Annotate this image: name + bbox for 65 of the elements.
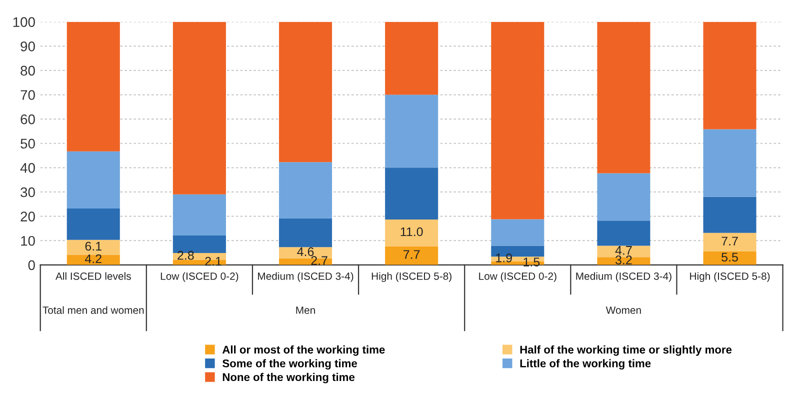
x-tick-label: High (ISCED 5-8) — [372, 272, 452, 282]
bar — [278, 218, 332, 248]
text: Total men and women — [42, 306, 144, 314]
y-tick-label: 60 — [20, 114, 35, 124]
bar — [385, 22, 438, 95]
bar — [66, 254, 120, 265]
data-label: 2.7 — [311, 256, 328, 265]
x-tick-label: High (ISCED 5-8) — [690, 272, 770, 282]
x-tick-label: Medium (ISCED 3-4) — [258, 272, 354, 282]
data-label: 5.5 — [722, 252, 738, 262]
bar — [66, 240, 120, 255]
data-label: 2.1 — [205, 256, 222, 266]
bar — [172, 22, 226, 194]
y-tick-label: 30 — [20, 187, 35, 198]
bar — [597, 22, 650, 174]
bar — [703, 22, 756, 130]
data-label: 7.7 — [404, 250, 420, 259]
data-label: 4.6 — [297, 247, 314, 256]
legend-label: None of the working time — [222, 372, 355, 384]
data-label: 4.2 — [84, 254, 102, 264]
y-tick-label: 0 — [28, 260, 35, 270]
bar — [703, 252, 756, 265]
bar — [385, 168, 438, 220]
bar — [597, 246, 650, 258]
bar — [491, 219, 544, 246]
bar — [66, 208, 120, 240]
bar — [385, 94, 438, 168]
data-label: 11.0 — [400, 227, 423, 236]
bar — [385, 246, 438, 265]
bar — [491, 22, 544, 220]
data-label: 6.1 — [85, 242, 102, 251]
bar — [597, 220, 650, 246]
bar — [385, 219, 438, 246]
y-tick-label: 70 — [20, 90, 35, 100]
x-tick-label: Low (ISCED 0-2) — [479, 272, 556, 282]
y-tick-label: 90 — [20, 41, 35, 52]
bar — [703, 196, 756, 233]
bar — [66, 151, 120, 209]
x-tick-label: Low (ISCED 0-2) — [160, 272, 238, 282]
bar — [66, 22, 120, 152]
data-label: 3.2 — [615, 256, 632, 264]
legend-label: Half of the working time or slightly more — [520, 345, 732, 356]
x-tick-label: Medium (ISCED 3-4) — [576, 272, 672, 282]
data-label: 2.8 — [178, 250, 194, 260]
x-tick-label: All ISCED levels — [55, 272, 131, 280]
text: Men — [296, 306, 315, 314]
y-tick-label: 20 — [20, 212, 35, 222]
y-tick-label: 10 — [21, 236, 35, 246]
legend-label: Some of the working time — [222, 359, 357, 370]
data-label: 1.5 — [524, 258, 540, 266]
bar — [703, 232, 756, 252]
bar — [278, 22, 332, 162]
y-tick-label: 80 — [20, 66, 35, 76]
bar — [597, 173, 650, 221]
legend-label: Little of the working time — [520, 359, 651, 370]
bar — [703, 129, 756, 197]
data-label: 4.7 — [615, 246, 632, 255]
bar — [278, 162, 332, 218]
y-tick-label: 100 — [13, 17, 35, 28]
bar — [172, 194, 226, 236]
text: Women — [606, 306, 641, 314]
data-label: 7.7 — [722, 236, 738, 246]
legend-label: All or most of the working time — [222, 345, 385, 356]
y-tick-label: 50 — [20, 138, 35, 149]
y-tick-label: 40 — [20, 163, 35, 173]
